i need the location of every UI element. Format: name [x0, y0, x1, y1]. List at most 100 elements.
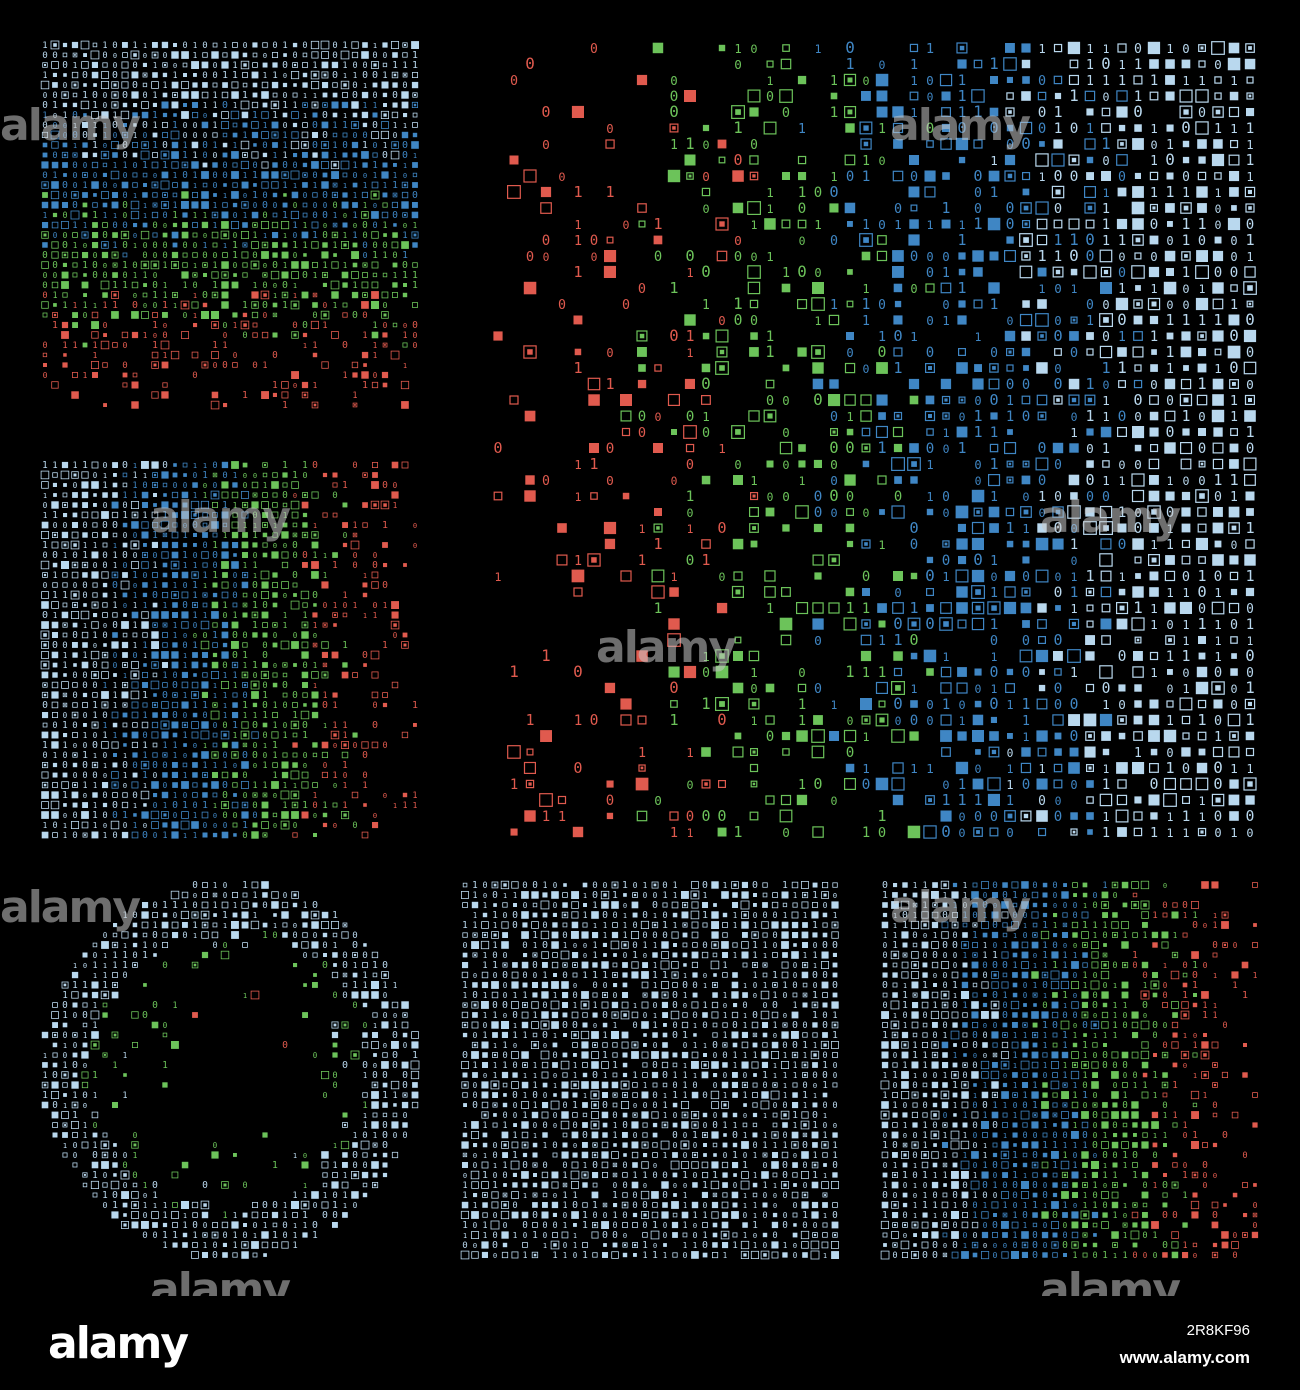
svg-text:1: 1: [973, 791, 982, 809]
svg-text:1: 1: [1165, 343, 1174, 361]
svg-text:1: 1: [142, 751, 147, 761]
svg-text:1: 1: [203, 461, 207, 470]
svg-text:1: 1: [263, 71, 268, 80]
svg-text:1: 1: [492, 1180, 498, 1191]
svg-text:1: 1: [686, 328, 695, 345]
svg-text:0: 0: [332, 491, 337, 501]
svg-text:0: 0: [133, 531, 138, 540]
svg-text:0: 0: [223, 940, 228, 950]
svg-text:1: 1: [574, 233, 582, 249]
svg-text:0: 0: [182, 600, 188, 611]
svg-text:1: 1: [52, 291, 57, 301]
svg-text:0: 0: [243, 471, 247, 480]
svg-text:1: 1: [878, 634, 886, 649]
svg-text:1: 1: [733, 294, 743, 313]
svg-text:1: 1: [143, 1180, 148, 1190]
svg-text:0: 0: [513, 1111, 518, 1120]
svg-text:0: 0: [1022, 377, 1030, 393]
svg-text:1: 1: [52, 571, 57, 581]
svg-text:1: 1: [42, 70, 47, 80]
svg-text:1: 1: [605, 375, 614, 393]
svg-text:1: 1: [152, 320, 158, 331]
svg-text:0: 0: [1229, 359, 1238, 377]
svg-text:0: 0: [303, 761, 307, 770]
svg-text:0: 0: [830, 473, 838, 488]
svg-text:1: 1: [1150, 185, 1158, 201]
svg-text:1: 1: [1022, 696, 1031, 713]
svg-text:0: 0: [322, 110, 328, 121]
svg-text:0: 0: [332, 990, 337, 1000]
svg-text:1: 1: [878, 665, 887, 681]
svg-text:0: 0: [926, 250, 933, 264]
svg-text:1: 1: [292, 1241, 297, 1251]
svg-text:0: 0: [152, 1000, 158, 1011]
svg-text:0: 0: [1118, 266, 1126, 281]
svg-text:0: 0: [122, 191, 127, 201]
svg-text:0: 0: [829, 183, 838, 201]
svg-text:0: 0: [372, 720, 378, 731]
svg-text:0: 0: [103, 931, 108, 940]
svg-text:1: 1: [492, 1011, 497, 1021]
svg-text:1: 1: [1054, 249, 1062, 265]
svg-text:0: 0: [273, 821, 277, 830]
svg-text:0: 0: [82, 671, 87, 681]
svg-text:0: 0: [152, 901, 157, 911]
svg-text:1: 1: [958, 73, 966, 89]
svg-text:1: 1: [133, 1150, 138, 1160]
svg-text:0: 0: [262, 700, 268, 711]
svg-text:0: 0: [142, 120, 148, 131]
svg-text:1: 1: [162, 1230, 168, 1241]
svg-text:1: 1: [93, 301, 97, 310]
svg-text:1: 1: [42, 740, 48, 751]
svg-text:0: 0: [163, 222, 167, 230]
svg-text:1: 1: [362, 1100, 368, 1111]
svg-text:1: 1: [232, 61, 237, 71]
svg-text:1: 1: [373, 351, 378, 360]
svg-text:0: 0: [1007, 747, 1014, 760]
svg-text:0: 0: [492, 1240, 498, 1251]
svg-text:0: 0: [153, 831, 158, 840]
svg-text:0: 0: [122, 270, 127, 280]
svg-text:0: 0: [183, 580, 188, 590]
svg-text:0: 0: [717, 519, 726, 537]
svg-text:0: 0: [799, 234, 806, 248]
svg-text:0: 0: [93, 731, 98, 740]
svg-text:1: 1: [392, 60, 398, 71]
svg-text:0: 0: [162, 140, 168, 151]
svg-text:0: 0: [492, 1151, 497, 1161]
svg-text:0: 0: [974, 186, 982, 201]
svg-text:1: 1: [1070, 585, 1079, 601]
svg-text:1: 1: [63, 831, 68, 840]
svg-text:1: 1: [113, 590, 118, 600]
svg-text:0: 0: [262, 650, 268, 661]
svg-text:1: 1: [293, 1151, 297, 1160]
svg-text:0: 0: [512, 910, 518, 921]
svg-text:0: 0: [272, 931, 277, 941]
svg-text:0: 0: [503, 910, 508, 920]
svg-text:0: 0: [412, 190, 418, 201]
svg-text:1: 1: [162, 160, 168, 171]
svg-text:0: 0: [292, 690, 298, 701]
svg-text:0: 0: [203, 231, 207, 240]
svg-text:0: 0: [123, 781, 127, 790]
svg-text:1: 1: [252, 561, 257, 571]
svg-text:1: 1: [252, 781, 257, 791]
svg-text:0: 0: [143, 1191, 147, 1200]
svg-text:1: 1: [172, 1000, 177, 1010]
svg-text:1: 1: [1165, 183, 1174, 201]
svg-text:1: 1: [223, 711, 228, 720]
svg-text:1: 1: [73, 961, 77, 970]
svg-text:1: 1: [363, 81, 367, 90]
svg-text:0: 0: [606, 474, 614, 489]
svg-text:0: 0: [223, 891, 228, 900]
svg-text:0: 0: [813, 390, 823, 409]
svg-text:1: 1: [959, 715, 966, 728]
svg-text:0: 0: [590, 42, 598, 57]
svg-text:1: 1: [313, 91, 317, 100]
svg-text:1: 1: [73, 241, 78, 250]
svg-text:0: 0: [990, 633, 998, 649]
svg-text:0: 0: [685, 247, 694, 265]
svg-text:1: 1: [1150, 329, 1158, 345]
svg-text:0: 0: [1245, 646, 1254, 665]
svg-text:1: 1: [262, 781, 267, 791]
